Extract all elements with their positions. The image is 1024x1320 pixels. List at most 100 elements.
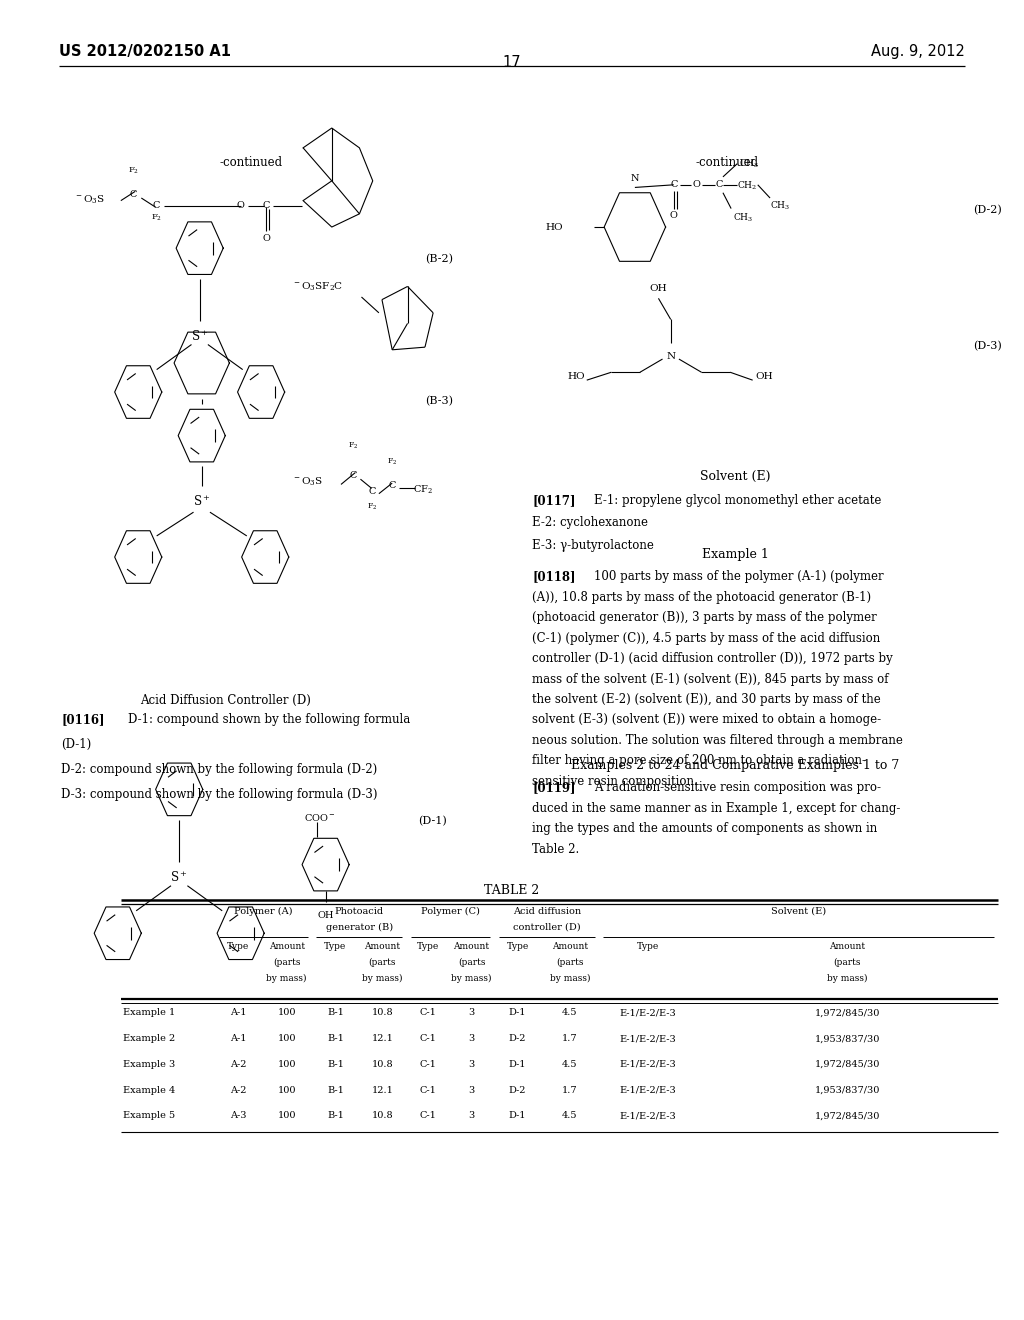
Text: Solvent (E): Solvent (E) [700, 470, 770, 483]
Text: $\mathregular{S^+}$: $\mathregular{S^+}$ [190, 330, 209, 343]
Text: US 2012/0202150 A1: US 2012/0202150 A1 [59, 44, 231, 58]
Text: B-1: B-1 [327, 1060, 344, 1069]
Text: D-2: D-2 [509, 1085, 526, 1094]
Text: Example 3: Example 3 [123, 1060, 175, 1069]
Text: D-1: D-1 [509, 1111, 526, 1121]
Text: B-1: B-1 [327, 1085, 344, 1094]
Text: $\mathregular{COO^-}$: $\mathregular{COO^-}$ [304, 812, 336, 822]
Text: (parts: (parts [369, 958, 396, 968]
Text: O: O [692, 181, 700, 189]
Text: 1.7: 1.7 [562, 1085, 578, 1094]
Text: [0119]: [0119] [532, 781, 575, 795]
Text: TABLE 2: TABLE 2 [484, 884, 540, 898]
Text: E-1/E-2/E-3: E-1/E-2/E-3 [620, 1111, 676, 1121]
Text: 1,972/845/30: 1,972/845/30 [815, 1111, 880, 1121]
Text: C: C [262, 202, 270, 210]
Text: D-1: D-1 [509, 1008, 526, 1018]
Text: Acid diffusion: Acid diffusion [513, 907, 581, 916]
Text: 10.8: 10.8 [372, 1060, 393, 1069]
Text: Photoacid: Photoacid [335, 907, 384, 916]
Text: E-1/E-2/E-3: E-1/E-2/E-3 [620, 1008, 676, 1018]
Text: $\mathregular{S^+}$: $\mathregular{S^+}$ [193, 495, 211, 508]
Text: E-1: propylene glycol monomethyl ether acetate: E-1: propylene glycol monomethyl ether a… [594, 494, 882, 507]
Text: Example 4: Example 4 [123, 1085, 175, 1094]
Text: 4.5: 4.5 [562, 1060, 578, 1069]
Text: D-2: compound shown by the following formula (D-2): D-2: compound shown by the following for… [61, 763, 378, 776]
Text: C: C [388, 482, 396, 490]
Text: OH: OH [756, 372, 773, 380]
Text: Type: Type [227, 942, 249, 952]
Text: Acid Diffusion Controller (D): Acid Diffusion Controller (D) [140, 694, 310, 708]
Text: A-1: A-1 [229, 1008, 247, 1018]
Text: by mass): by mass) [266, 974, 307, 983]
Text: Example 1: Example 1 [123, 1008, 175, 1018]
Text: filter having a pore size of 200 nm to obtain a radiation-: filter having a pore size of 200 nm to o… [532, 754, 866, 767]
Text: 12.1: 12.1 [372, 1085, 393, 1094]
Text: 100 parts by mass of the polymer (A-1) (polymer: 100 parts by mass of the polymer (A-1) (… [594, 570, 884, 583]
Text: (D-2): (D-2) [973, 205, 1001, 215]
Text: Table 2.: Table 2. [532, 843, 580, 855]
Text: B-1: B-1 [327, 1008, 344, 1018]
Text: (parts: (parts [273, 958, 300, 968]
Text: Amount: Amount [552, 942, 588, 952]
Text: the solvent (E-2) (solvent (E)), and 30 parts by mass of the: the solvent (E-2) (solvent (E)), and 30 … [532, 693, 882, 706]
Text: controller (D): controller (D) [513, 923, 581, 932]
Text: $\mathregular{CH_3}$: $\mathregular{CH_3}$ [739, 157, 760, 170]
Text: O: O [262, 234, 270, 243]
Text: Examples 2 to 24 and Comparative Examples 1 to 7: Examples 2 to 24 and Comparative Example… [571, 759, 899, 772]
Text: (D-1): (D-1) [418, 816, 446, 826]
Text: E-1/E-2/E-3: E-1/E-2/E-3 [620, 1035, 676, 1043]
Text: (C-1) (polymer (C)), 4.5 parts by mass of the acid diffusion: (C-1) (polymer (C)), 4.5 parts by mass o… [532, 631, 881, 644]
Text: Example 5: Example 5 [123, 1111, 175, 1121]
Text: HO: HO [546, 223, 563, 231]
Text: B-1: B-1 [327, 1111, 344, 1121]
Text: E-2: cyclohexanone: E-2: cyclohexanone [532, 516, 648, 529]
Text: Example 1: Example 1 [701, 548, 769, 561]
Text: [0118]: [0118] [532, 570, 575, 583]
Text: B-1: B-1 [327, 1035, 344, 1043]
Text: Type: Type [417, 942, 438, 952]
Text: C: C [670, 181, 678, 189]
Text: 4.5: 4.5 [562, 1008, 578, 1018]
Text: 3: 3 [468, 1060, 475, 1069]
Text: Polymer (A): Polymer (A) [234, 907, 293, 916]
Text: neous solution. The solution was filtered through a membrane: neous solution. The solution was filtere… [532, 734, 903, 747]
Text: by mass): by mass) [550, 974, 590, 983]
Text: C-1: C-1 [419, 1111, 436, 1121]
Text: Type: Type [637, 942, 658, 952]
Text: $\mathregular{F_2}$: $\mathregular{F_2}$ [367, 502, 377, 512]
Text: C-1: C-1 [419, 1085, 436, 1094]
Text: C: C [349, 471, 357, 479]
Text: $\mathregular{F_2}$: $\mathregular{F_2}$ [348, 441, 358, 451]
Text: 4.5: 4.5 [562, 1111, 578, 1121]
Text: 100: 100 [278, 1111, 296, 1121]
Text: duced in the same manner as in Example 1, except for chang-: duced in the same manner as in Example 1… [532, 803, 901, 814]
Text: HO: HO [567, 372, 585, 380]
Text: Amount: Amount [268, 942, 305, 952]
Text: $\mathregular{CH_3}$: $\mathregular{CH_3}$ [733, 211, 754, 223]
Text: 3: 3 [468, 1111, 475, 1121]
Text: O: O [237, 202, 245, 210]
Text: by mass): by mass) [362, 974, 402, 983]
Text: 1,953/837/30: 1,953/837/30 [815, 1035, 880, 1043]
Text: mass of the solvent (E-1) (solvent (E)), 845 parts by mass of: mass of the solvent (E-1) (solvent (E)),… [532, 672, 889, 685]
Text: 1,953/837/30: 1,953/837/30 [815, 1085, 880, 1094]
Text: $\mathregular{^-O_3S}$: $\mathregular{^-O_3S}$ [74, 193, 104, 206]
Text: 17: 17 [503, 55, 521, 70]
Text: 10.8: 10.8 [372, 1008, 393, 1018]
Text: 100: 100 [278, 1008, 296, 1018]
Text: O: O [670, 211, 678, 220]
Text: solvent (E-3) (solvent (E)) were mixed to obtain a homoge-: solvent (E-3) (solvent (E)) were mixed t… [532, 713, 882, 726]
Text: C: C [715, 181, 723, 189]
Text: generator (B): generator (B) [326, 923, 393, 932]
Text: $\mathregular{F_2}$: $\mathregular{F_2}$ [128, 165, 138, 176]
Text: [0117]: [0117] [532, 494, 575, 507]
Text: A-2: A-2 [229, 1085, 247, 1094]
Text: 1.7: 1.7 [562, 1035, 578, 1043]
Text: 1,972/845/30: 1,972/845/30 [815, 1060, 880, 1069]
Text: (D-1): (D-1) [61, 738, 92, 751]
Text: $\mathregular{^-O_3S}$: $\mathregular{^-O_3S}$ [292, 475, 323, 488]
Text: 3: 3 [468, 1085, 475, 1094]
Text: $\mathregular{F_2}$: $\mathregular{F_2}$ [387, 457, 397, 467]
Text: -continued: -continued [219, 156, 283, 169]
